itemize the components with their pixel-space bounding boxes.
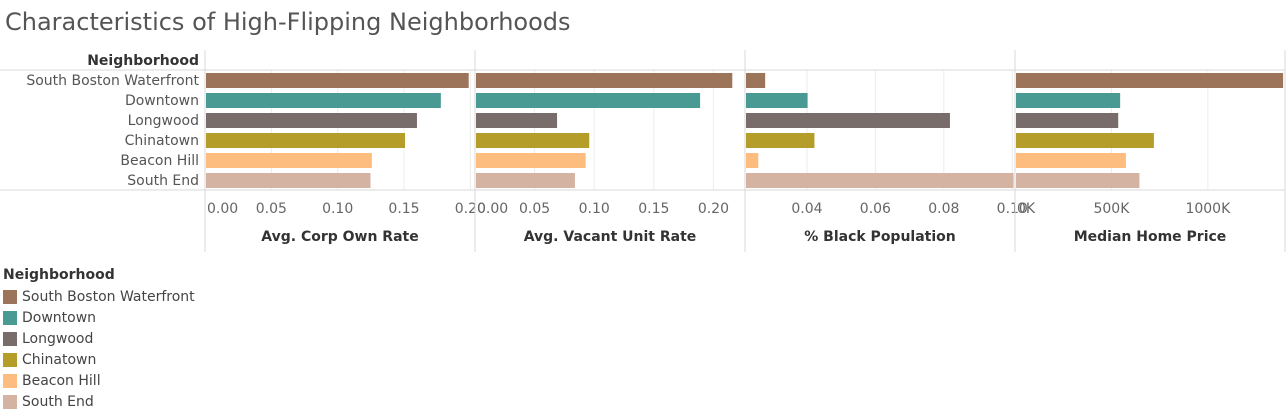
tick-label: 0.00 [477, 201, 508, 217]
legend-item: Beacon Hill [3, 370, 195, 391]
tick-label: 0K [1017, 201, 1036, 217]
row-label: Downtown [125, 93, 199, 109]
legend: Neighborhood South Boston Waterfront Down… [3, 267, 195, 412]
row-label: Chinatown [125, 133, 199, 149]
axis-label: Avg. Corp Own Rate [261, 229, 418, 245]
bar [746, 113, 950, 128]
legend-label: Chinatown [22, 351, 97, 368]
tick-label: 1000K [1185, 201, 1231, 217]
bar [206, 113, 417, 128]
tick-label: 0.04 [791, 201, 822, 217]
bar [476, 133, 590, 148]
bar [206, 153, 372, 168]
tick-label: 0.10 [997, 201, 1028, 217]
panel-4: 0K 500K 1000K Median Home Price [1014, 50, 1284, 252]
bar-chart: Neighborhood South Boston Waterfront Down… [0, 50, 1286, 252]
bar [1016, 173, 1140, 188]
bar [476, 73, 733, 88]
bar [476, 93, 701, 108]
legend-item: South End [3, 391, 195, 412]
panel-1: 0.00 0.05 0.10 0.15 0.20 Avg. Corp Own Rate [204, 50, 486, 252]
legend-item: Longwood [3, 328, 195, 349]
tick-label: 0.05 [519, 201, 550, 217]
bar [1016, 73, 1284, 88]
bar [476, 173, 575, 188]
legend-item: Downtown [3, 307, 195, 328]
legend-title: Neighborhood [3, 267, 115, 283]
tick-label: 0.10 [579, 201, 610, 217]
tick-label: 0.20 [455, 201, 486, 217]
bar [476, 153, 586, 168]
legend-swatch [3, 394, 17, 409]
tick-label: 0.05 [256, 201, 287, 217]
axis-label: Median Home Price [1074, 229, 1227, 245]
legend-item: Chinatown [3, 349, 195, 370]
tick-label: 0.06 [860, 201, 891, 217]
bar [1016, 93, 1121, 108]
chart-title: Characteristics of High-Flipping Neighbo… [5, 8, 571, 36]
tick-label: 0.15 [388, 201, 419, 217]
bar [206, 73, 469, 88]
legend-swatch [3, 289, 17, 304]
legend-swatch [3, 331, 17, 346]
row-labels: South Boston Waterfront Downtown Longwood C… [26, 73, 199, 189]
legend-swatch [3, 373, 17, 388]
bar [476, 113, 558, 128]
bar [746, 173, 1014, 188]
legend-label: South End [22, 393, 94, 410]
tick-label: 0.00 [207, 201, 238, 217]
bar [206, 93, 441, 108]
legend-swatch [3, 310, 17, 325]
bar [746, 133, 815, 148]
tick-label: 0.15 [638, 201, 669, 217]
row-label: Longwood [128, 113, 199, 129]
panel-3: 0.04 0.06 0.08 0.10 % Black Population [744, 50, 1028, 252]
bar [206, 173, 371, 188]
row-header: Neighborhood [87, 53, 199, 69]
legend-swatch [3, 352, 17, 367]
row-label: South End [127, 173, 199, 189]
row-label: Beacon Hill [120, 153, 199, 169]
bar [1016, 133, 1154, 148]
bar [206, 133, 406, 148]
legend-label: Beacon Hill [22, 372, 101, 389]
bar [1016, 153, 1126, 168]
legend-label: South Boston Waterfront [22, 288, 195, 305]
row-label: South Boston Waterfront [26, 73, 199, 89]
bar [1016, 113, 1119, 128]
tick-label: 0.20 [698, 201, 729, 217]
tick-label: 0.08 [928, 201, 959, 217]
bar [746, 153, 759, 168]
axis-label: % Black Population [804, 229, 956, 245]
tick-label: 500K [1093, 201, 1130, 217]
legend-item: South Boston Waterfront [3, 286, 195, 307]
axis-label: Avg. Vacant Unit Rate [524, 229, 697, 245]
bar [746, 73, 766, 88]
tick-label: 0.10 [322, 201, 353, 217]
bar [746, 93, 808, 108]
legend-items: South Boston Waterfront Downtown Longwood C… [3, 286, 195, 412]
legend-label: Longwood [22, 330, 94, 347]
legend-label: Downtown [22, 309, 97, 326]
